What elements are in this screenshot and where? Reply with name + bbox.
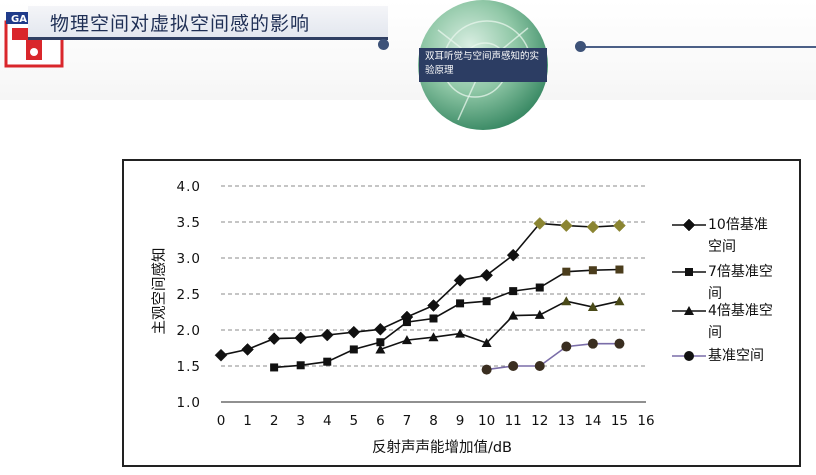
page-title: 物理空间对虚拟空间感的影响 <box>50 13 311 35</box>
series-line <box>274 268 620 369</box>
data-point <box>587 338 598 349</box>
x-tick-label: 12 <box>531 413 548 429</box>
data-point <box>323 357 332 366</box>
data-point <box>534 361 545 371</box>
chart-frame: 1.0 1.5 2.0 2.5 3.0 3.5 4.0 0 1 2 3 4 5 6 7 8 9 10 11 12 13 1… <box>122 159 801 467</box>
x-tick-label: 11 <box>505 413 522 429</box>
data-point <box>427 299 440 312</box>
data-point <box>559 219 573 232</box>
data-point <box>482 297 491 306</box>
x-tick-label: 8 <box>429 413 438 429</box>
series-2 <box>375 296 625 354</box>
title-box: 物理空间对虚拟空间感的影响 <box>28 6 388 40</box>
data-point <box>586 220 600 234</box>
x-tick-label: 16 <box>637 413 654 429</box>
x-tick-label: 3 <box>296 413 305 429</box>
data-point <box>480 268 493 282</box>
data-point <box>241 343 254 356</box>
data-point <box>320 328 334 342</box>
y-axis-label: 主观空间感知 <box>151 248 168 335</box>
data-point <box>561 296 572 306</box>
y-tick-label: 3.0 <box>177 251 201 267</box>
x-tick-label: 13 <box>558 413 575 429</box>
data-point <box>481 337 492 347</box>
y-tick-label: 1.0 <box>177 395 201 411</box>
data-point <box>294 331 308 345</box>
x-tick-label: 7 <box>403 413 412 429</box>
series-line <box>220 222 620 356</box>
logo-text: GA <box>11 14 27 25</box>
series-1 <box>270 265 624 372</box>
data-point <box>428 332 439 342</box>
series-3 <box>481 338 625 375</box>
data-point <box>615 265 624 274</box>
data-point <box>453 273 467 287</box>
grid-layer <box>221 185 646 367</box>
x-tick-label: 2 <box>270 413 279 429</box>
data-point <box>376 338 385 347</box>
data-point <box>456 299 465 308</box>
x-tick-label: 9 <box>456 413 465 429</box>
data-point <box>561 341 572 352</box>
title-dot <box>378 39 389 50</box>
data-point <box>349 345 358 354</box>
data-point <box>401 335 412 345</box>
data-point <box>270 363 279 372</box>
data-point <box>535 283 544 292</box>
data-point <box>296 361 305 370</box>
data-point <box>587 301 598 311</box>
x-tick-label: 1 <box>243 413 252 429</box>
x-tick-label: 14 <box>584 413 601 429</box>
data-point <box>429 314 438 323</box>
data-point <box>588 266 597 275</box>
header-rule-dot <box>575 41 586 52</box>
header-rule <box>580 46 816 48</box>
x-tick-label: 6 <box>376 413 385 429</box>
data-point <box>533 217 547 230</box>
x-tick-label: 5 <box>350 413 359 429</box>
data-point <box>455 328 466 338</box>
badge-label: 双耳听觉与空间声感知的实验原理 <box>419 48 547 82</box>
data-point <box>267 332 281 345</box>
legend-label: 7倍基准空间 <box>708 264 773 302</box>
y-tick-label: 3.5 <box>177 215 201 231</box>
data-point <box>614 296 625 306</box>
x-axis-label: 反射声声能增加值/dB <box>372 438 512 456</box>
x-tick-label: 15 <box>611 413 628 429</box>
y-tick-label: 1.5 <box>177 359 201 375</box>
data-point <box>375 344 386 354</box>
data-point <box>347 325 361 339</box>
data-point <box>481 364 492 375</box>
series-line <box>380 300 620 351</box>
legend-label: 10倍基准空间 <box>708 217 768 255</box>
data-point <box>534 309 545 319</box>
data-point <box>508 310 519 320</box>
legend-swatch-marker <box>685 268 693 276</box>
legend-label: 4倍基准空间 <box>708 303 773 341</box>
legend-swatch-marker <box>684 306 694 315</box>
legend-layer <box>672 218 706 361</box>
x-tick-label: 10 <box>478 413 495 429</box>
y-tick-label: 2.0 <box>177 323 201 339</box>
data-point <box>508 361 519 371</box>
data-point <box>506 248 520 262</box>
data-point <box>214 348 228 362</box>
series-0 <box>214 217 626 362</box>
y-tick-label: 2.5 <box>177 287 201 303</box>
y-tick-label: 4.0 <box>177 179 201 195</box>
axis-layer: 1.01.52.02.53.03.54.00 1 2 3 4 5 6 7 8 9 10 11 12 13 1… <box>177 179 655 429</box>
legend-swatch-marker <box>684 351 694 361</box>
data-point <box>562 267 571 276</box>
data-point <box>374 322 387 336</box>
series-layer <box>214 217 626 375</box>
data-point <box>614 338 625 349</box>
data-point <box>402 318 411 327</box>
legend-swatch-marker <box>682 218 696 232</box>
x-tick-label: 0 <box>217 413 226 429</box>
data-point <box>613 219 626 232</box>
line-chart: 1.01.52.02.53.03.54.00 1 2 3 4 5 6 7 8 9 10 11 12 13 1… <box>151 179 706 456</box>
data-point <box>509 287 518 296</box>
x-tick-label: 4 <box>323 413 332 429</box>
legend-label: 基准空间 <box>708 348 764 364</box>
